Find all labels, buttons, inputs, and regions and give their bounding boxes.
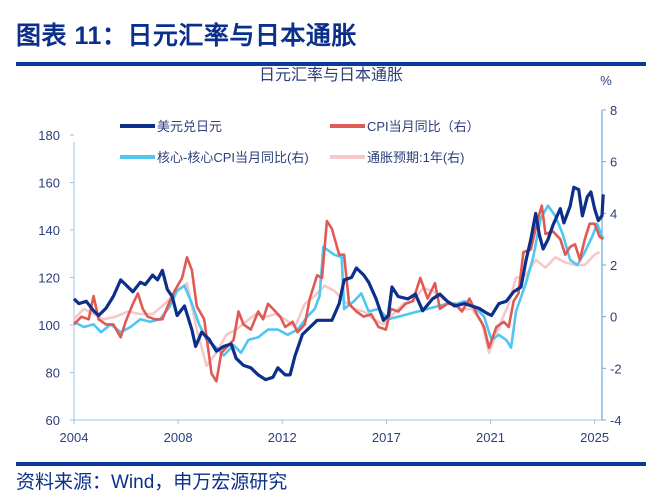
x-tick-label: 2012 xyxy=(268,430,297,445)
right-tick-label: 8 xyxy=(610,103,617,118)
right-tick-label: 2 xyxy=(610,258,617,273)
header-rule xyxy=(16,62,646,66)
left-tick-label: 140 xyxy=(38,223,60,238)
left-tick-label: 180 xyxy=(38,128,60,143)
left-tick-label: 100 xyxy=(38,318,60,333)
right-tick-label: 4 xyxy=(610,206,617,221)
chart-title: 日元汇率与日本通胀 xyxy=(259,66,403,84)
right-tick-label: 0 xyxy=(610,310,617,325)
legend-label-3: 通胀预期:1年(右) xyxy=(367,150,465,165)
right-tick-label: -2 xyxy=(610,361,622,376)
series-line-0 xyxy=(72,185,605,382)
footer-rule xyxy=(16,462,646,466)
x-tick-label: 2008 xyxy=(164,430,193,445)
right-tick-label: 6 xyxy=(610,155,617,170)
right-tick-label: -4 xyxy=(610,413,622,428)
x-tick-label: 2004 xyxy=(60,430,89,445)
legend-label-0: 美元兑日元 xyxy=(157,119,222,134)
x-tick-label: 2025 xyxy=(580,430,609,445)
figure-title: 图表 11：日元汇率与日本通胀 xyxy=(16,22,357,50)
left-tick-label: 80 xyxy=(46,366,60,381)
source-note: 资料来源：Wind，申万宏源研究 xyxy=(16,472,288,493)
left-tick-label: 120 xyxy=(38,271,60,286)
left-tick-label: 60 xyxy=(46,413,60,428)
series-line-2 xyxy=(73,204,605,357)
series-line-1 xyxy=(73,204,604,383)
legend-label-2: 核心-核心CPI当月同比(右) xyxy=(157,150,309,165)
left-tick-label: 160 xyxy=(38,176,60,191)
legend-label-1: CPI当月同比（右） xyxy=(367,119,480,134)
x-tick-label: 2021 xyxy=(476,430,505,445)
x-tick-label: 2017 xyxy=(372,430,401,445)
right-axis-unit: % xyxy=(600,73,612,88)
